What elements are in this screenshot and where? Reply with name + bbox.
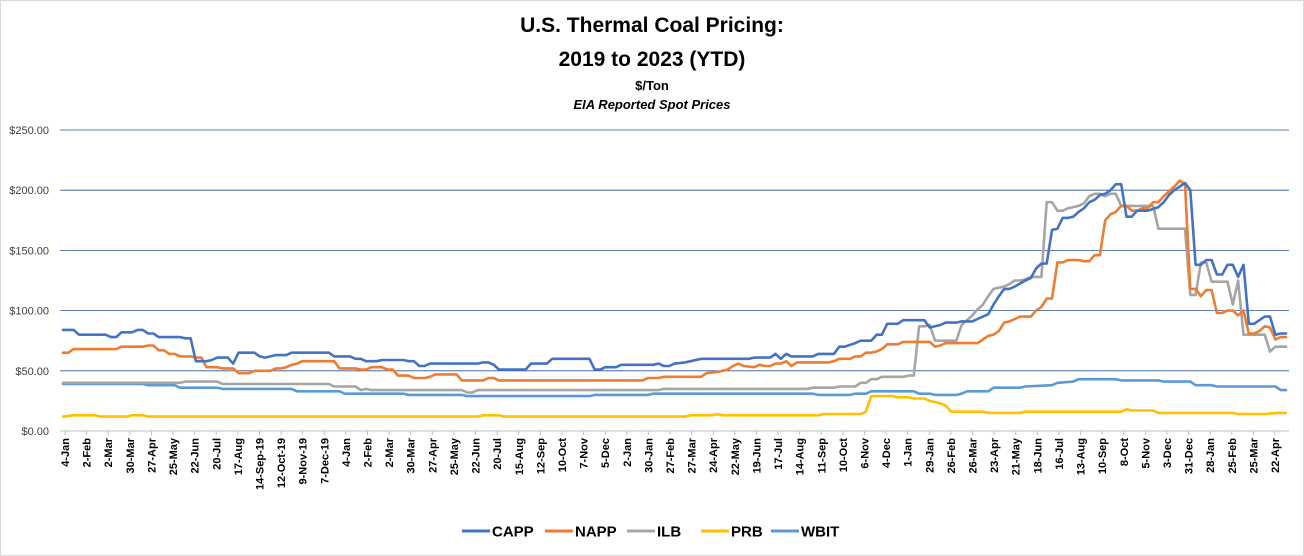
x-tick-label: 4-Jan [60,438,72,467]
x-tick-label: 14-Aug [795,438,807,475]
y-tick-label: $0.00 [21,426,49,438]
x-tick-label: 14-Sep-19 [254,438,266,490]
x-tick-label: 17-Jul [773,438,785,470]
x-tick-label: 27-Mar [687,437,699,473]
y-tick-label: $250.00 [9,125,49,137]
y-tick-label: $100.00 [9,306,49,318]
legend-label-wbit: WBIT [801,524,839,541]
x-tick-label: 16-Jul [1054,438,1066,470]
y-tick-label: $50.00 [15,366,49,378]
x-tick-label: 30-Mar [125,437,137,473]
x-tick-label: 31-Dec [1184,438,1196,474]
x-tick-label: 30-Jan [643,438,655,473]
x-tick-label: 7-Nov [579,437,591,468]
x-tick-label: 5-Nov [1140,437,1152,468]
x-tick-label: 10-Oct [838,438,850,473]
x-tick-label: 27-Apr [427,437,439,473]
x-tick-label: 2-Jan [622,438,634,467]
x-tick-label: 2-Feb [82,438,94,468]
x-tick-label: 25-Feb [1227,438,1239,474]
x-tick-label: 22-May [730,437,742,475]
x-tick-label: 29-Jan [924,438,936,473]
x-tick-label: 9-Nov-19 [298,438,310,484]
x-tick-label: 25-Mar [1248,437,1260,473]
x-tick-label: 25-May [449,437,461,475]
x-tick-label: 12-Sep [535,438,547,474]
x-tick-label: 15-Aug [514,438,526,475]
legend-label-ilb: ILB [657,524,681,541]
x-tick-label: 23-Apr [989,437,1001,473]
x-tick-label: 17-Aug [233,438,245,475]
x-tick-label: 28-Jan [1205,438,1217,473]
x-tick-label: 22-Jun [190,438,202,474]
series-line-wbit [61,377,1288,398]
x-tick-label: 21-May [1011,437,1023,475]
x-tick-label: 11-Sep [816,438,828,474]
x-tick-label: 13-Aug [1076,438,1088,475]
x-tick-label: 2-Mar [103,437,115,467]
x-tick-label: 27-Apr [146,437,158,473]
x-tick-label: 26-Feb [946,438,958,474]
series-line-prb [61,394,1288,418]
x-tick-label: 10-Oct [557,438,569,473]
x-tick-label: 19-Jun [751,438,763,474]
x-tick-label: 3-Dec [1162,438,1174,468]
x-tick-label: 18-Jun [1032,438,1044,474]
chart-subtitle: EIA Reported Spot Prices [573,97,731,112]
legend-label-prb: PRB [731,524,763,541]
x-tick-label: 6-Nov [859,437,871,468]
legend-label-napp: NAPP [575,524,617,541]
chart-title: U.S. Thermal Coal Pricing: [520,14,784,37]
x-tick-label: 12-Oct-19 [276,438,288,488]
legend-label-capp: CAPP [492,524,534,541]
x-tick-label: 5-Dec [600,438,612,468]
x-tick-label: 22-Apr [1270,437,1282,473]
x-tick-label: 25-May [168,437,180,475]
chart-unit-label: $/Ton [635,78,669,93]
y-tick-label: $150.00 [9,245,49,257]
x-tick-label: 20-Jul [492,438,504,470]
x-tick-label: 8-Oct [1119,438,1131,466]
x-tick-label: 20-Jul [211,438,223,470]
x-tick-label: 2-Mar [384,437,396,467]
series-line-napp [61,179,1288,382]
x-tick-label: 4-Jan [341,438,353,467]
y-tick-label: $200.00 [9,185,49,197]
x-tick-label: 2-Feb [363,438,375,468]
x-tick-label: 22-Jun [471,438,483,474]
chart-title-line2: 2019 to 2023 (YTD) [558,48,746,71]
x-tick-label: 7-Dec-19 [319,438,331,484]
x-tick-label: 4-Dec [881,438,893,468]
x-tick-label: 30-Mar [406,437,418,473]
x-tick-label: 10-Sep [1097,438,1109,474]
x-tick-label: 1-Jan [903,438,915,467]
x-tick-label: 26-Mar [968,437,980,473]
x-tick-label: 24-Apr [708,437,720,473]
series-line-capp [61,181,1288,371]
x-tick-label: 27-Feb [665,438,677,474]
